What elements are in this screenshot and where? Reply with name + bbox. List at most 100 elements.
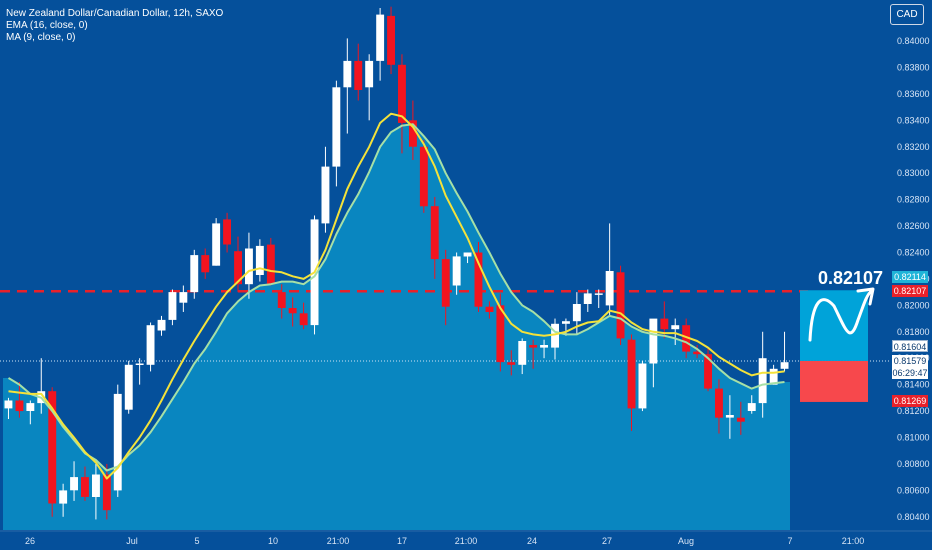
currency-button[interactable]: CAD (890, 4, 924, 25)
ma-9-line (7, 123, 785, 472)
candle-body (92, 474, 100, 497)
time-tick-label: 21:00 (842, 536, 865, 546)
candle-body (255, 245, 264, 275)
symbol-title[interactable]: New Zealand Dollar/Canadian Dollar, 12h,… (6, 8, 224, 19)
indicator-lines (7, 112, 785, 480)
price-tick-label: 0.83200 (897, 142, 930, 152)
time-tick-label: Aug (678, 536, 694, 546)
time-tick-label: 5 (194, 536, 199, 546)
candle-body (496, 305, 505, 363)
time-tick-label: 7 (787, 536, 792, 546)
price-tick-label: 0.82000 (897, 300, 930, 310)
price-tick-label: 0.80600 (897, 485, 930, 495)
candle-body (26, 403, 35, 411)
candle-body (572, 304, 581, 322)
candle-body (682, 325, 691, 352)
price-tick-label: 0.82400 (897, 248, 930, 258)
candle-body (212, 223, 221, 266)
candle-body (321, 166, 330, 224)
candle-body (747, 403, 756, 411)
candle-body (441, 259, 450, 307)
candle-body (365, 60, 374, 88)
area-fill (3, 124, 790, 531)
price-tick-label: 0.82600 (897, 221, 930, 231)
candle-body (736, 417, 745, 422)
candle-body (179, 292, 188, 303)
time-tick-label: 26 (25, 536, 35, 546)
candle-body (485, 306, 494, 312)
candle-body (81, 477, 89, 497)
time-axis[interactable]: 26 Jul 5 10 21:00 17 21:00 24 27 Aug 7 21:00 (0, 530, 932, 546)
candle-body (135, 363, 144, 365)
candle-body (4, 400, 13, 409)
price-tick-label: 0.81400 (897, 380, 930, 390)
candle-body (157, 319, 166, 331)
price-tick-label: 0.82800 (897, 195, 930, 205)
candle-body (769, 368, 778, 385)
candle-body (15, 400, 24, 412)
candle-body (474, 252, 483, 307)
candle-body (113, 393, 122, 491)
candle-body (354, 60, 363, 90)
candle-body (70, 477, 78, 491)
candle-body (638, 363, 647, 409)
ema-area-fill (3, 124, 790, 531)
candle-body (780, 362, 789, 369)
candle-body (649, 318, 658, 364)
candle-body (332, 87, 341, 167)
candle-body (48, 391, 57, 504)
target-price-annotation: 0.82107 (818, 268, 884, 288)
candle-body (387, 15, 395, 65)
candle-body (594, 293, 603, 295)
time-tick-label: 27 (602, 536, 612, 546)
time-tick-label: 17 (397, 536, 407, 546)
candle-body (376, 14, 385, 61)
candle-body (343, 60, 352, 88)
candle-body (518, 341, 527, 365)
candle-body (409, 120, 417, 147)
stop-zone[interactable] (800, 360, 868, 402)
price-tick-label: 0.81800 (897, 327, 930, 337)
price-tick-label: 0.83000 (897, 168, 930, 178)
candle-body (551, 323, 559, 348)
candle-body (758, 358, 767, 404)
candle-body (529, 345, 538, 348)
stop-price-label: 0.81269 (892, 395, 928, 407)
ema-16-line (8, 112, 785, 480)
candle-body (715, 388, 723, 418)
candle-body (605, 271, 614, 306)
candle-body (190, 255, 199, 293)
candle-body (616, 272, 625, 339)
candle-body (725, 415, 734, 418)
candle-body (540, 345, 548, 348)
candle-body (507, 362, 516, 365)
time-tick-label: 21:00 (327, 536, 350, 546)
price-tick-label: 0.83800 (897, 63, 930, 73)
risk-reward-zone[interactable] (800, 287, 875, 402)
candle-body (463, 252, 472, 257)
candle-body (671, 325, 680, 330)
candle-body (102, 474, 111, 511)
price-tick-label: 0.81200 (897, 406, 930, 416)
ma-legend[interactable]: MA (9, close, 0) (6, 32, 76, 43)
price-tick-label: 0.83600 (897, 89, 930, 99)
price-tick-label: 0.84000 (897, 36, 930, 46)
candle-body (583, 293, 592, 304)
candle-body (704, 354, 712, 389)
price-tick-label: 0.80400 (897, 512, 930, 522)
candle-body (124, 364, 133, 410)
candle-body (288, 308, 297, 314)
current-price-label: 0.81604 (892, 340, 928, 352)
time-tick-label: 10 (268, 536, 278, 546)
time-tick-label: 21:00 (455, 536, 478, 546)
target-price-label: 0.82114 (892, 271, 928, 283)
bar-countdown-label: 06:29:47 (892, 367, 928, 379)
price-tick-label: 0.83400 (897, 115, 930, 125)
candle-body (419, 146, 428, 207)
projection-arrow-head (856, 287, 875, 306)
candle-body (146, 325, 155, 365)
ema-legend[interactable]: EMA (16, close, 0) (6, 20, 88, 31)
resistance-price-label: 0.82107 (892, 285, 928, 297)
candle-body (59, 490, 68, 504)
